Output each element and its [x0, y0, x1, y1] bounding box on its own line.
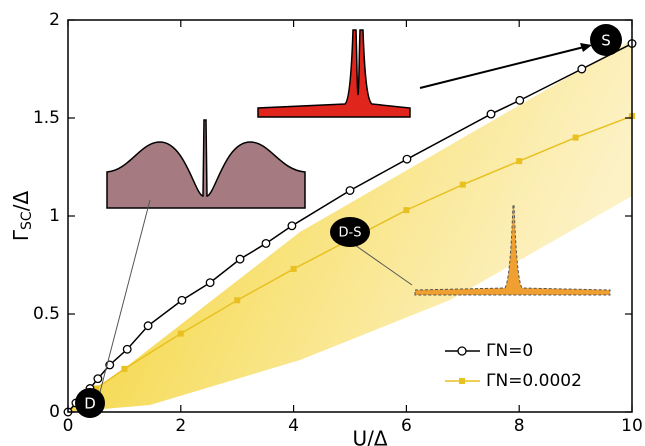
legend-label: ΓN=0: [486, 341, 533, 361]
arrow: [419, 45, 589, 89]
y-tick-label: 1.5: [33, 108, 60, 128]
inset-s: [257, 29, 411, 118]
y-label-rest: /Δ: [9, 191, 33, 212]
y-label-symbol: Γ: [9, 229, 33, 241]
annotation: D-S: [339, 226, 362, 241]
y-label-subscript: SC: [19, 211, 35, 230]
point: [572, 134, 579, 141]
inset-ds: [414, 204, 611, 296]
point: [235, 254, 245, 264]
x-tick-label: 8: [514, 416, 525, 436]
x-tick-label: 0: [63, 416, 74, 436]
point: [205, 278, 215, 288]
point: [261, 238, 271, 248]
x-tick-label: 2: [175, 416, 186, 436]
y-tick-label: 1: [49, 206, 60, 226]
point: [459, 181, 466, 188]
series-line: [67, 115, 633, 413]
x-tick-label: 6: [401, 416, 412, 436]
point: [122, 344, 132, 354]
legend-label: ΓN=0.0002: [486, 371, 582, 391]
arrowhead: [580, 43, 592, 52]
point: [121, 365, 128, 372]
inset-d: [106, 119, 306, 209]
x-tick-label: 10: [621, 416, 643, 436]
point: [515, 95, 525, 105]
point: [93, 374, 103, 384]
badge: [75, 388, 105, 418]
point: [177, 295, 187, 305]
badge: [590, 24, 622, 56]
point: [143, 321, 153, 331]
point: [290, 265, 297, 272]
arrow: [99, 199, 151, 393]
point: [402, 154, 412, 164]
point: [287, 221, 297, 231]
arrow: [351, 242, 413, 286]
point: [177, 330, 184, 337]
badge: [330, 217, 370, 247]
y-axis-label: ΓSC/Δ: [9, 191, 36, 242]
point: [345, 186, 355, 195]
annotation: S: [601, 32, 611, 50]
point: [577, 64, 587, 74]
x-tick-label: 4: [288, 416, 299, 436]
annotation: D: [84, 395, 96, 413]
point: [234, 297, 241, 304]
point: [516, 158, 523, 165]
legend-marker: [457, 346, 467, 356]
x-axis-label: U/Δ: [352, 427, 387, 446]
y-tick-label: 0.5: [33, 304, 60, 324]
point: [403, 207, 410, 214]
y-tick-label: 0: [49, 402, 60, 422]
legend-marker: [459, 378, 465, 384]
point: [486, 109, 496, 119]
y-tick-label: 2: [49, 10, 60, 30]
